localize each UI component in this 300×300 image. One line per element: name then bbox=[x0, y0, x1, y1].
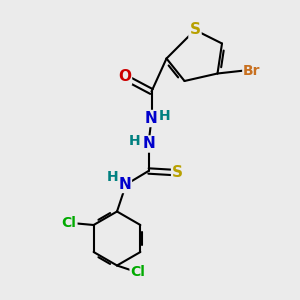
Text: Cl: Cl bbox=[130, 265, 146, 278]
Text: S: S bbox=[190, 22, 200, 38]
Text: O: O bbox=[118, 69, 131, 84]
Text: H: H bbox=[129, 134, 141, 148]
Text: S: S bbox=[172, 165, 183, 180]
Text: N: N bbox=[118, 177, 131, 192]
Text: Br: Br bbox=[243, 64, 261, 77]
Text: H: H bbox=[107, 170, 118, 184]
Text: N: N bbox=[142, 136, 155, 152]
Text: N: N bbox=[145, 111, 158, 126]
Text: H: H bbox=[159, 109, 171, 122]
Text: Cl: Cl bbox=[61, 217, 76, 230]
